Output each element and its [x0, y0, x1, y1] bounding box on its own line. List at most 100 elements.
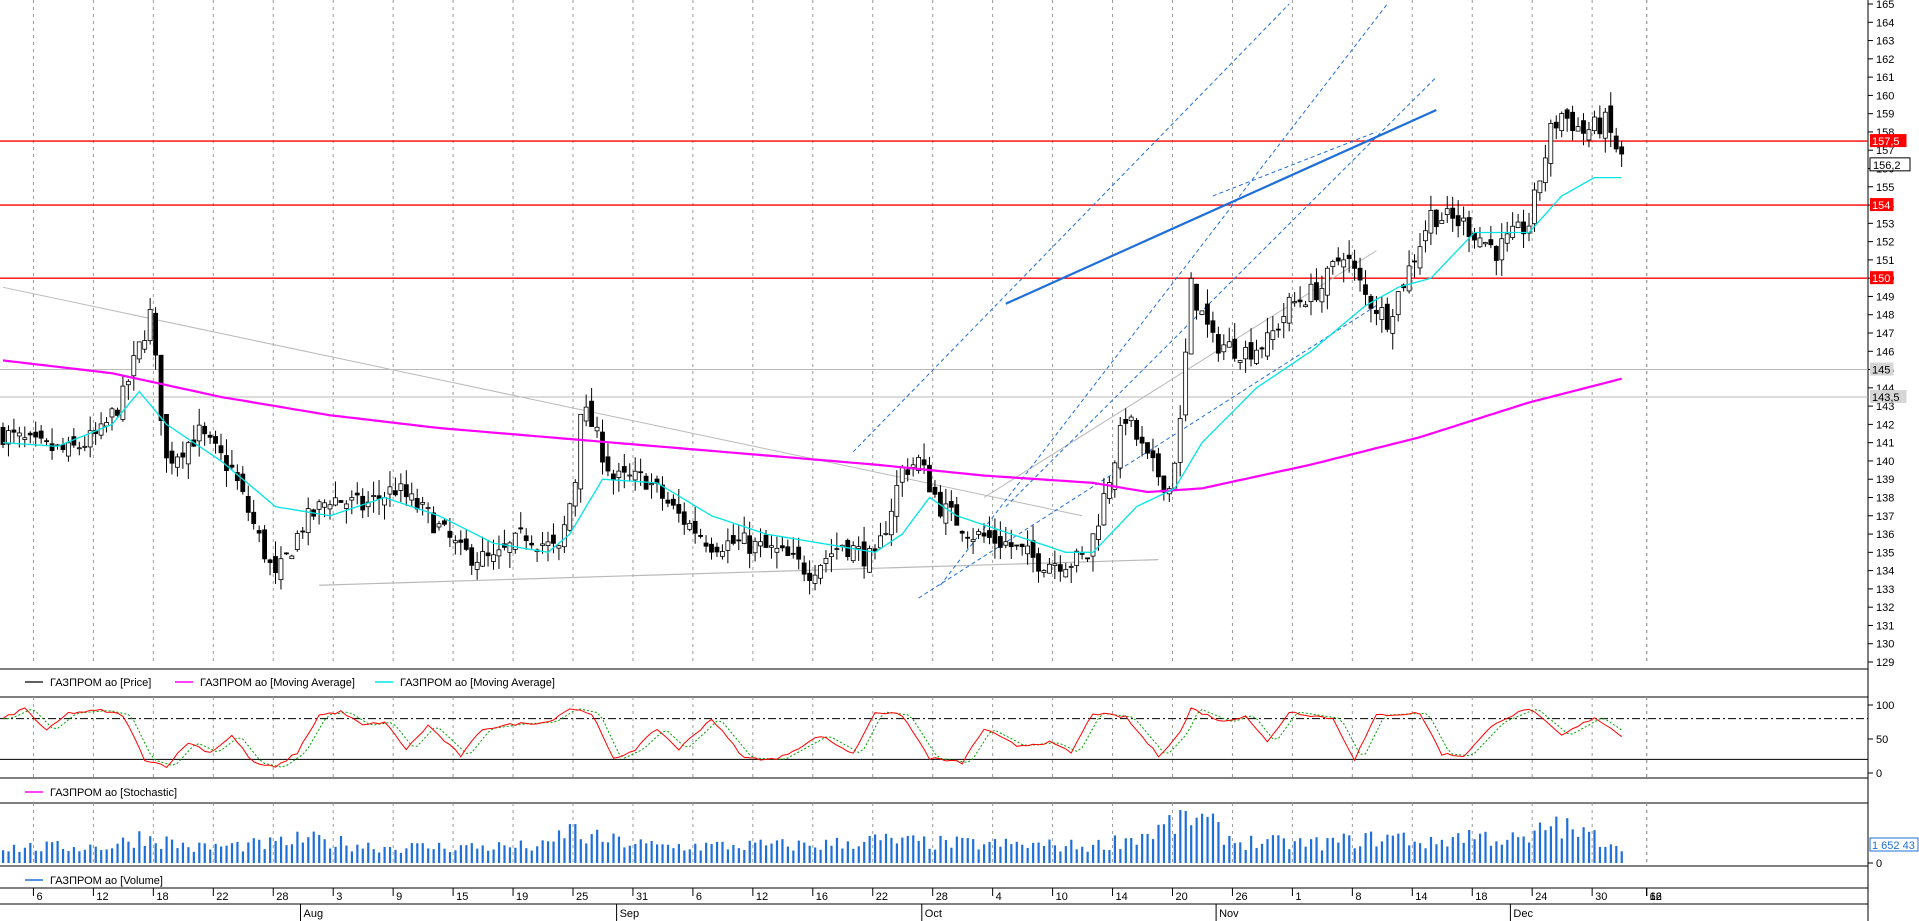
volume-bar: [1408, 845, 1411, 863]
volume-bar: [111, 848, 114, 863]
candle: [1052, 550, 1058, 580]
candle-body: [1592, 116, 1597, 132]
volume-bar: [688, 849, 691, 863]
volume-bar: [1544, 830, 1547, 863]
volume-bar: [1369, 831, 1373, 863]
candle-body: [382, 497, 387, 506]
candle-body: [518, 527, 524, 530]
candle: [736, 525, 742, 551]
volume-bar: [672, 848, 675, 863]
candle: [512, 531, 518, 554]
volume-bar: [438, 842, 441, 863]
candle: [463, 529, 469, 552]
volume-bar: [459, 845, 462, 863]
volume-bar: [1457, 833, 1460, 863]
volume-bar: [1032, 842, 1035, 863]
x-month-label: Aug: [304, 908, 324, 920]
candle: [1395, 291, 1401, 322]
channel-right-line[interactable]: [1212, 131, 1377, 197]
candle: [153, 307, 159, 370]
candle-body: [1210, 320, 1216, 333]
candle-body: [202, 425, 208, 435]
candle: [76, 441, 82, 456]
volume-bar: [1233, 843, 1236, 863]
volume-bar: [819, 849, 822, 863]
candle: [785, 539, 791, 556]
volume-bar: [465, 845, 468, 863]
volume-bar: [944, 840, 948, 863]
candle-body: [158, 354, 164, 421]
volume-bar: [1577, 836, 1580, 863]
volume-bar: [345, 845, 348, 863]
candle-body: [1112, 462, 1118, 490]
volume-bar: [585, 843, 588, 863]
candle-body: [1237, 360, 1243, 363]
candle: [196, 408, 202, 457]
candle-body: [1335, 257, 1341, 262]
y-tick-label: 100: [1876, 700, 1894, 712]
volume-bar: [421, 843, 424, 863]
candle: [147, 298, 153, 345]
candle: [1003, 526, 1009, 549]
candle: [333, 481, 338, 507]
volume-bar: [1522, 836, 1525, 863]
volume-bar: [1462, 842, 1465, 863]
candle-body: [273, 556, 278, 574]
channel-mid-line[interactable]: [1005, 76, 1437, 507]
volume-bar: [72, 847, 76, 863]
candle: [774, 536, 780, 569]
candle: [605, 443, 611, 477]
gray-support-line[interactable]: [319, 559, 1159, 586]
candle: [387, 471, 393, 508]
volume-bar: [45, 841, 48, 863]
candle: [174, 453, 180, 477]
x-day-label: 19: [516, 891, 528, 903]
volume-bar: [623, 847, 626, 863]
volume-bar: [596, 829, 599, 863]
candle-body: [583, 406, 589, 422]
candle-body: [578, 413, 584, 490]
candle: [49, 428, 55, 460]
ma-short-legend-label: ГАЗПРОМ ао [Moving Average]: [400, 677, 555, 689]
volume-bar: [361, 848, 364, 863]
volume-bar: [1042, 845, 1046, 863]
candle: [169, 441, 175, 475]
candle-body: [981, 532, 987, 537]
volume-bar: [443, 848, 446, 863]
volume-bar: [89, 844, 92, 863]
x-day-label: 6: [36, 891, 42, 903]
candle: [747, 521, 753, 569]
candle-body: [551, 534, 556, 544]
candle: [1025, 530, 1030, 565]
volume-bar: [198, 842, 201, 863]
volume-bar: [116, 843, 119, 863]
candle-body: [709, 543, 714, 553]
volume-bar: [983, 844, 986, 863]
candle: [491, 539, 496, 570]
candle: [790, 537, 796, 559]
candle-body: [213, 436, 218, 444]
candle-body: [987, 530, 992, 538]
candle-body: [605, 456, 611, 472]
candle-body: [365, 501, 371, 508]
candle: [278, 546, 284, 590]
volume-bar: [857, 846, 860, 863]
blue-trendline[interactable]: [1005, 109, 1437, 305]
stochastic-d-line: [3, 708, 1622, 768]
candle-body: [420, 502, 426, 505]
volume-bar: [536, 846, 539, 863]
volume-bar: [1500, 844, 1503, 863]
candle-body: [1542, 157, 1548, 184]
candle-body: [0, 426, 6, 445]
candle: [632, 457, 638, 491]
horizontal-levels[interactable]: [0, 140, 1868, 398]
candle: [948, 490, 954, 522]
channel-upper-line[interactable]: [852, 3, 1290, 453]
candle-body: [1041, 570, 1047, 573]
channel-outer-line[interactable]: [940, 3, 1388, 586]
candle-body: [703, 542, 709, 547]
candle-body: [529, 542, 535, 546]
candle: [1428, 195, 1434, 246]
y-tick-label: 155: [1876, 182, 1894, 194]
